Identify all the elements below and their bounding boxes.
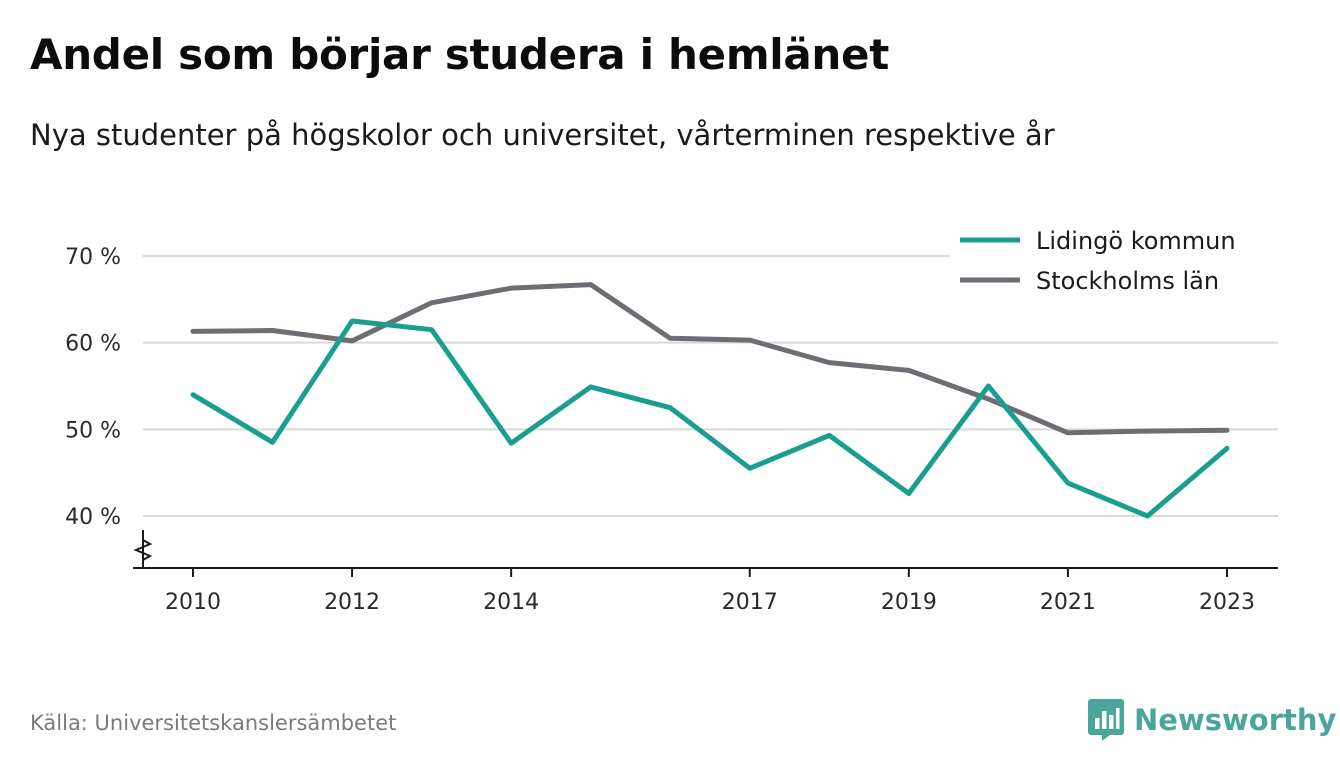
y-axis-break-mark	[133, 532, 153, 568]
legend-background	[950, 222, 1280, 302]
x-tick-label: 2021	[1040, 590, 1096, 615]
series-line-lidingo	[190, 318, 1230, 519]
axes: 40 % 50 % 60 % 70 % 2010 2012 2014 2017 2019 2021…	[65, 245, 1278, 615]
series-line-stockholm	[190, 282, 1230, 436]
brand-name: Newsworthy	[1134, 703, 1337, 737]
chart-subtitle: Nya studenter på högskolor och universit…	[30, 118, 1055, 152]
legend-label: Lidingö kommun	[1036, 227, 1236, 255]
newsworthy-chart-icon	[1088, 699, 1124, 741]
x-tick-label: 2019	[881, 590, 937, 615]
legend-label: Stockholms län	[1036, 267, 1219, 295]
y-tick-label: 40 %	[65, 505, 121, 530]
legend: Lidingö kommun Stockholms län	[950, 222, 1280, 302]
y-tick-label: 60 %	[65, 332, 121, 357]
chart-title: Andel som börjar studera i hemlänet	[30, 30, 889, 79]
x-tick-label: 2012	[324, 590, 380, 615]
newsworthy-logo: Newsworthy	[1088, 698, 1336, 742]
series-lines	[190, 282, 1230, 519]
x-tick-label: 2010	[165, 590, 221, 615]
y-tick-label: 50 %	[65, 418, 121, 443]
source-note: Källa: Universitetskanslersämbetet	[30, 711, 397, 735]
x-tick-label: 2014	[483, 590, 539, 615]
y-tick-label: 70 %	[65, 245, 121, 270]
x-tick-label: 2023	[1199, 590, 1255, 615]
x-tick-label: 2017	[722, 590, 778, 615]
